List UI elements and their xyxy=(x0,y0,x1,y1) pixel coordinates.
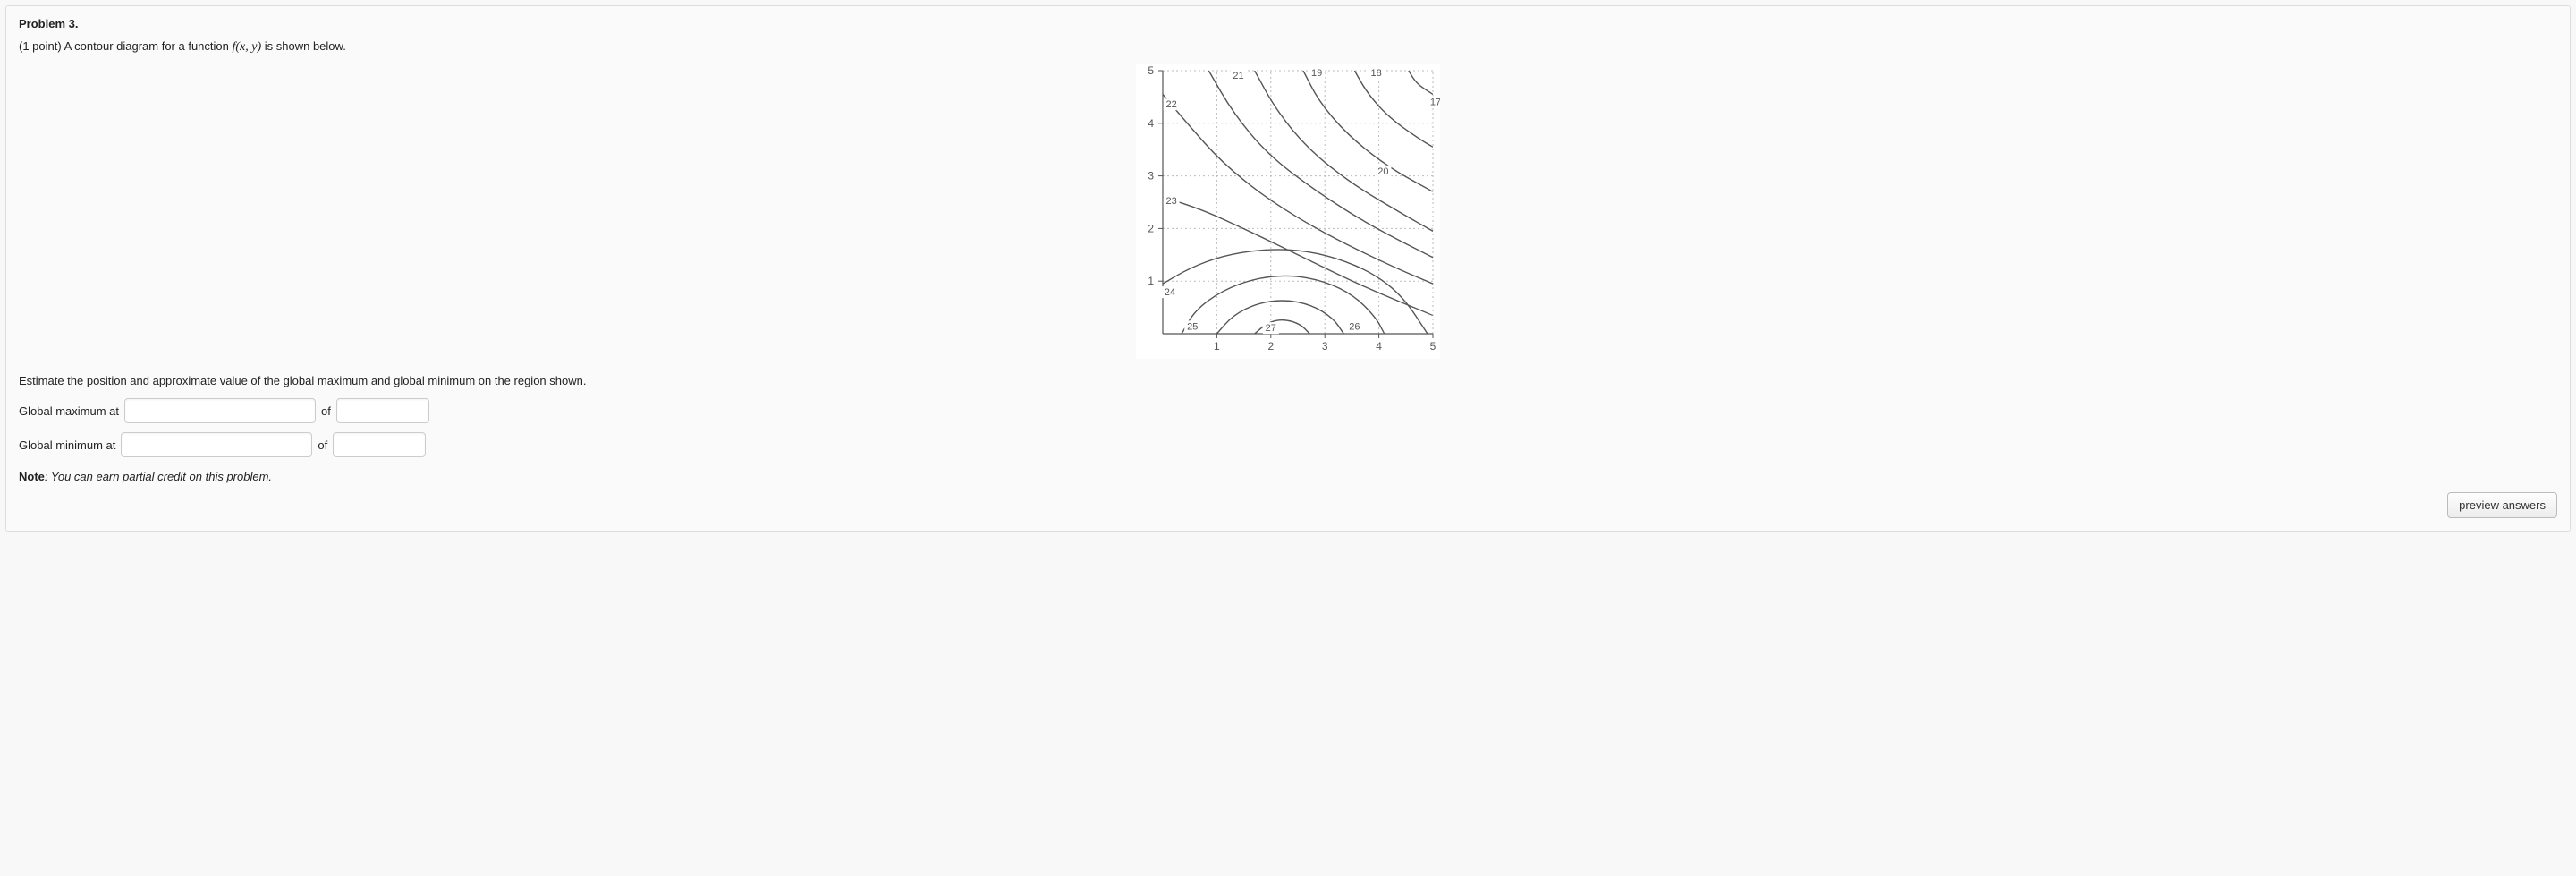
global-min-value-input[interactable] xyxy=(333,432,426,457)
of-label-2: of xyxy=(318,438,327,452)
svg-text:5: 5 xyxy=(1430,340,1436,353)
problem-panel: Problem 3. (1 point) A contour diagram f… xyxy=(5,5,2571,532)
global-min-row: Global minimum at of xyxy=(19,432,2557,457)
svg-text:4: 4 xyxy=(1148,117,1154,130)
global-max-label: Global maximum at xyxy=(19,404,119,418)
of-label-1: of xyxy=(321,404,331,418)
svg-text:3: 3 xyxy=(1148,170,1154,183)
svg-text:19: 19 xyxy=(1311,68,1322,79)
svg-text:2: 2 xyxy=(1267,340,1274,353)
svg-text:21: 21 xyxy=(1233,71,1243,81)
svg-text:25: 25 xyxy=(1187,321,1198,332)
note-label: Note xyxy=(19,470,45,483)
contour-svg: 12345123451718192021222324252627 xyxy=(1136,64,1440,359)
preview-answers-button[interactable]: preview answers xyxy=(2447,492,2557,518)
svg-text:26: 26 xyxy=(1349,321,1360,332)
function-symbol: f(x, y) xyxy=(232,40,261,54)
figure-wrap: 12345123451718192021222324252627 xyxy=(19,64,2557,361)
svg-text:18: 18 xyxy=(1370,68,1381,79)
global-min-position-input[interactable] xyxy=(121,432,312,457)
svg-text:1: 1 xyxy=(1214,340,1220,353)
global-max-value-input[interactable] xyxy=(336,398,429,423)
svg-text:27: 27 xyxy=(1266,323,1276,334)
global-max-row: Global maximum at of xyxy=(19,398,2557,423)
note-text: : You can earn partial credit on this pr… xyxy=(45,470,272,483)
points-text: (1 point) xyxy=(19,39,64,53)
svg-text:17: 17 xyxy=(1430,97,1440,107)
button-row: preview answers xyxy=(19,492,2557,518)
svg-text:5: 5 xyxy=(1148,64,1154,77)
global-min-label: Global minimum at xyxy=(19,438,115,452)
below-plot: Estimate the position and approximate va… xyxy=(19,374,2557,483)
prompt-before: A contour diagram for a function xyxy=(64,39,233,53)
svg-text:24: 24 xyxy=(1165,287,1175,298)
svg-text:2: 2 xyxy=(1148,222,1154,234)
svg-text:3: 3 xyxy=(1322,340,1328,353)
svg-text:1: 1 xyxy=(1148,275,1154,287)
svg-text:23: 23 xyxy=(1166,196,1177,207)
contour-plot: 12345123451718192021222324252627 xyxy=(1136,64,1440,361)
svg-text:4: 4 xyxy=(1376,340,1382,353)
note: Note: You can earn partial credit on thi… xyxy=(19,470,2557,483)
prompt-after: is shown below. xyxy=(265,39,346,53)
global-max-position-input[interactable] xyxy=(124,398,316,423)
prompt-line: (1 point) A contour diagram for a functi… xyxy=(19,39,2557,55)
problem-title: Problem 3. xyxy=(19,17,2557,30)
svg-text:20: 20 xyxy=(1377,166,1388,177)
question-text: Estimate the position and approximate va… xyxy=(19,374,2557,387)
svg-text:22: 22 xyxy=(1166,99,1177,110)
